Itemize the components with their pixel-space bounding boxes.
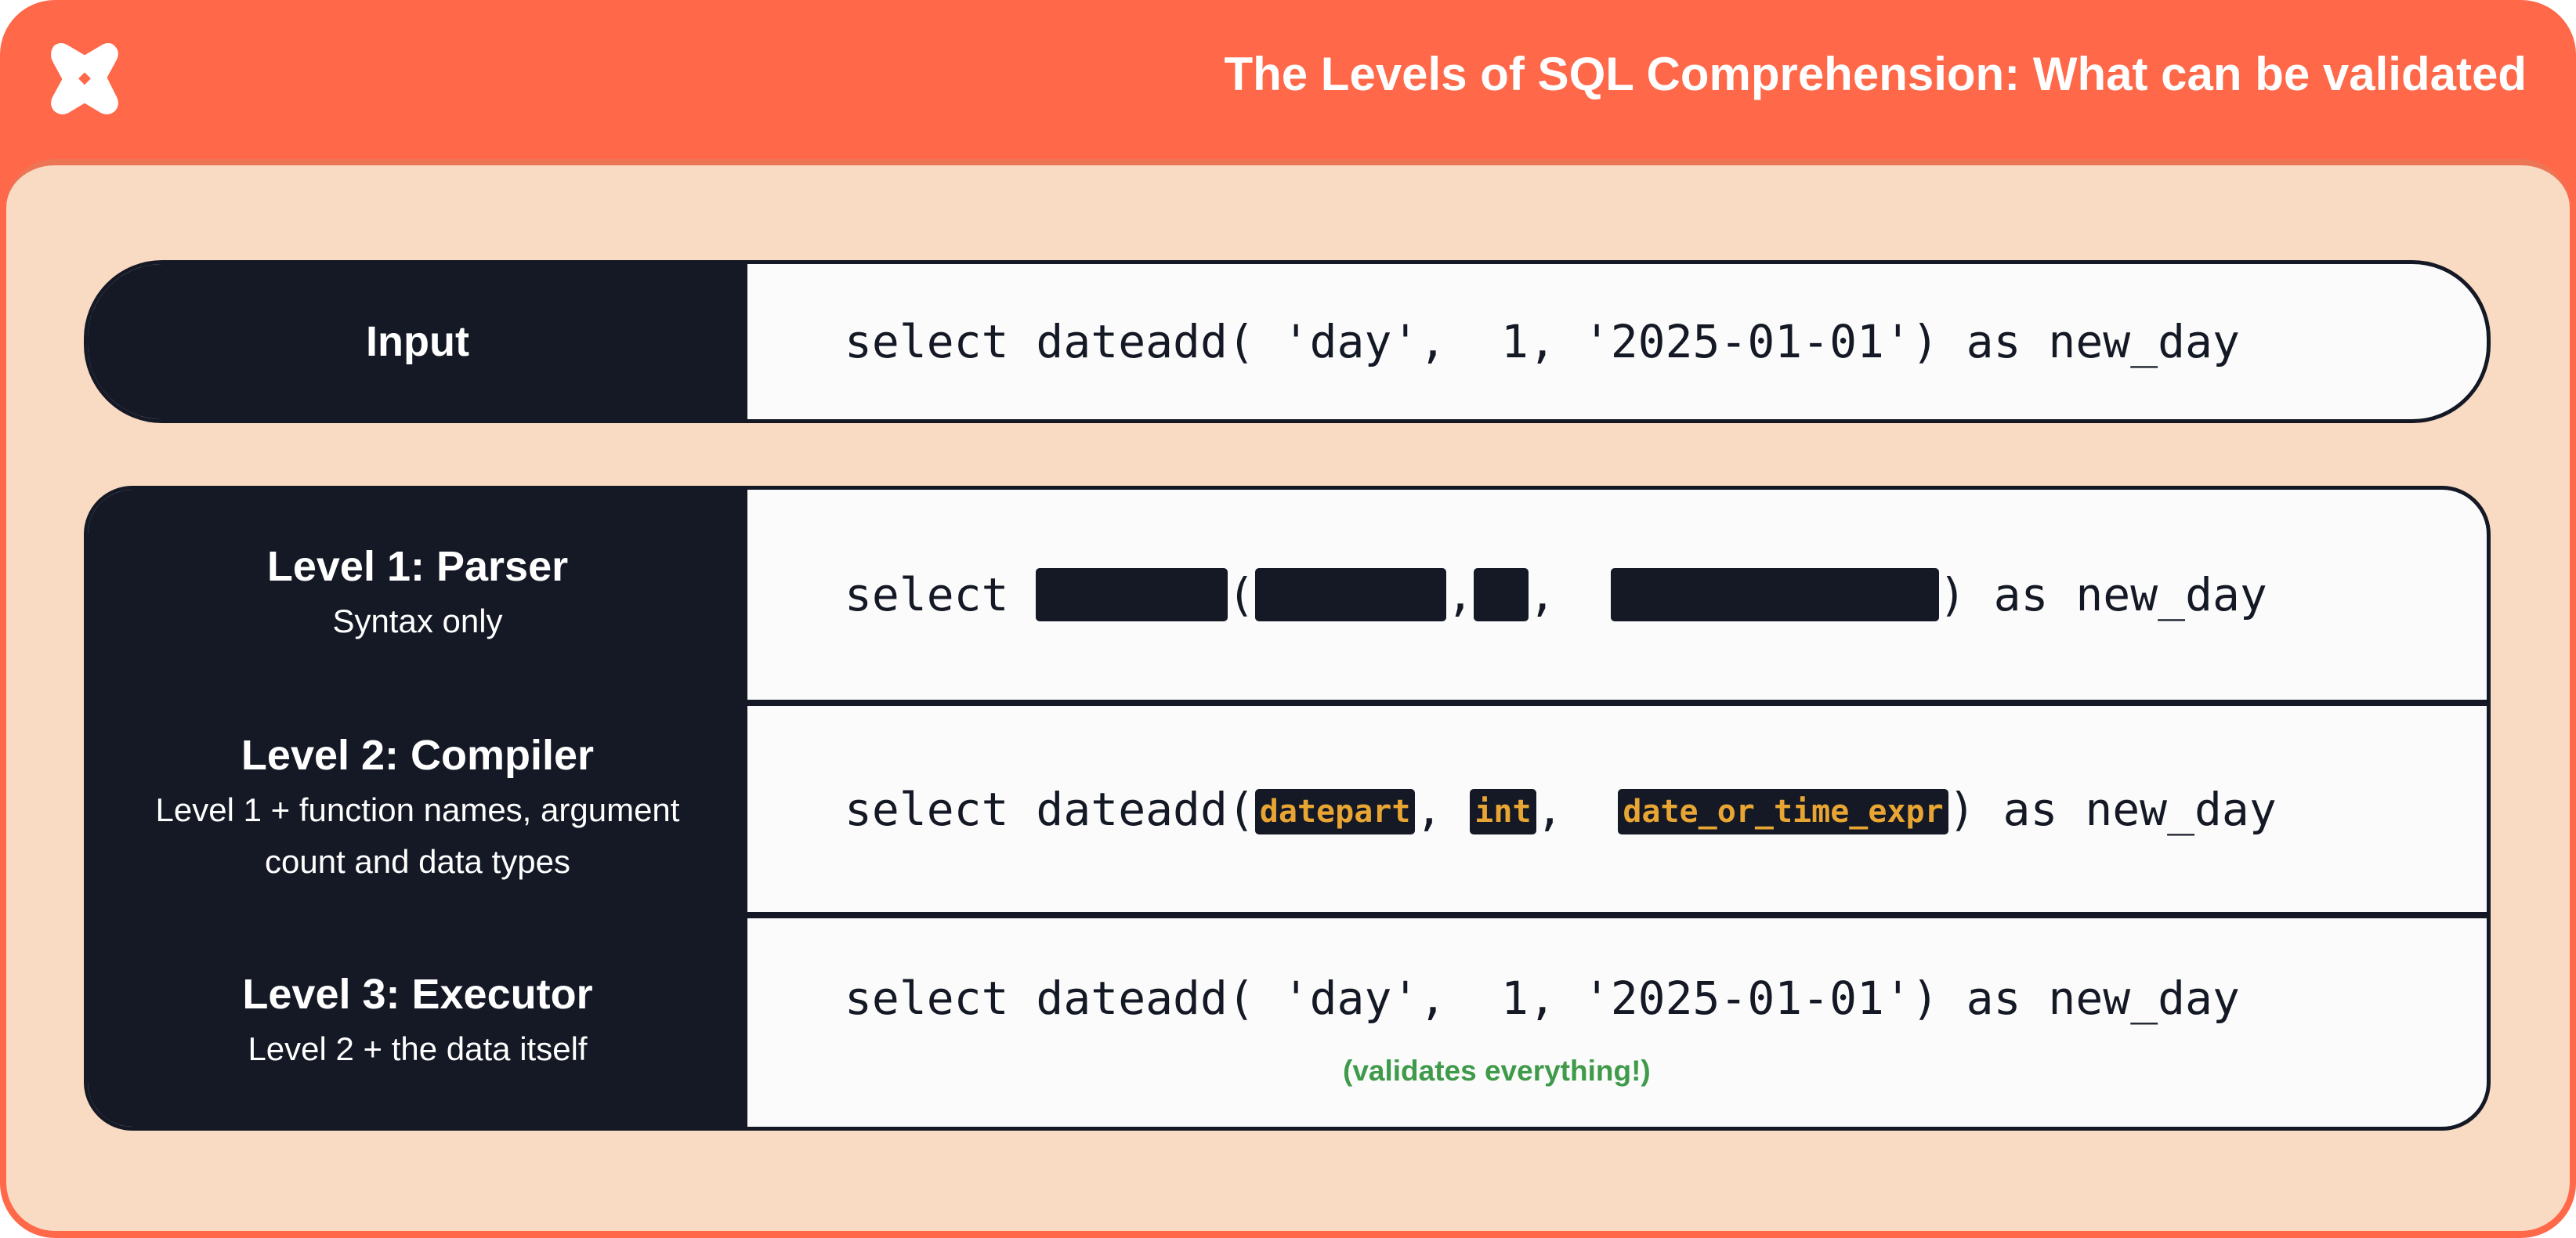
- level-1-title: Level 1: Parser: [266, 543, 569, 590]
- validates-note: (validates everything!): [1343, 1055, 1651, 1087]
- level-1-code: select dateadd( 'day' , 1, '2025-01-01')…: [845, 568, 2267, 621]
- page-title: The Levels of SQL Comprehension: What ca…: [1224, 48, 2527, 100]
- level-3-title: Level 3: Executor: [242, 971, 593, 1018]
- input-label-panel: Input: [88, 264, 747, 419]
- dbt-logo-icon: [51, 42, 118, 114]
- level-2-subtitle: Level 1 + function names, argument count …: [155, 791, 680, 880]
- input-code: select dateadd( 'day', 1, '2025-01-01') …: [845, 315, 2240, 368]
- level-1-subtitle: Syntax only: [332, 603, 503, 639]
- redacted-token: 'day': [1254, 568, 1447, 621]
- level-2-code: select dateadd(datepart, int, date_or_ti…: [845, 782, 2277, 836]
- redacted-token: '2025-01-01': [1610, 568, 1939, 621]
- row-divider: [88, 912, 2487, 918]
- level-1-row: Level 1: Parser Syntax only select datea…: [88, 490, 2487, 700]
- redacted-token: dateadd: [1036, 568, 1228, 621]
- input-box: Input select dateadd( 'day', 1, '2025-01…: [84, 260, 2491, 423]
- type-hint-datepart: datepart: [1254, 789, 1416, 835]
- level-2-row: Level 2: Compiler Level 1 + function nam…: [88, 706, 2487, 912]
- row-divider: [88, 700, 2487, 706]
- type-hint-date: date_or_time_expr: [1618, 789, 1948, 835]
- level-2-title: Level 2: Compiler: [241, 731, 595, 779]
- level-3-row: Level 3: Executor Level 2 + the data its…: [88, 918, 2487, 1127]
- input-label: Input: [366, 318, 469, 365]
- redacted-token: 1: [1474, 568, 1529, 621]
- type-hint-int: int: [1470, 789, 1536, 835]
- level-3-code: select dateadd( 'day', 1, '2025-01-01') …: [845, 972, 2240, 1025]
- level-3-subtitle: Level 2 + the data itself: [248, 1030, 588, 1067]
- levels-table: Level 1: Parser Syntax only select datea…: [84, 486, 2491, 1131]
